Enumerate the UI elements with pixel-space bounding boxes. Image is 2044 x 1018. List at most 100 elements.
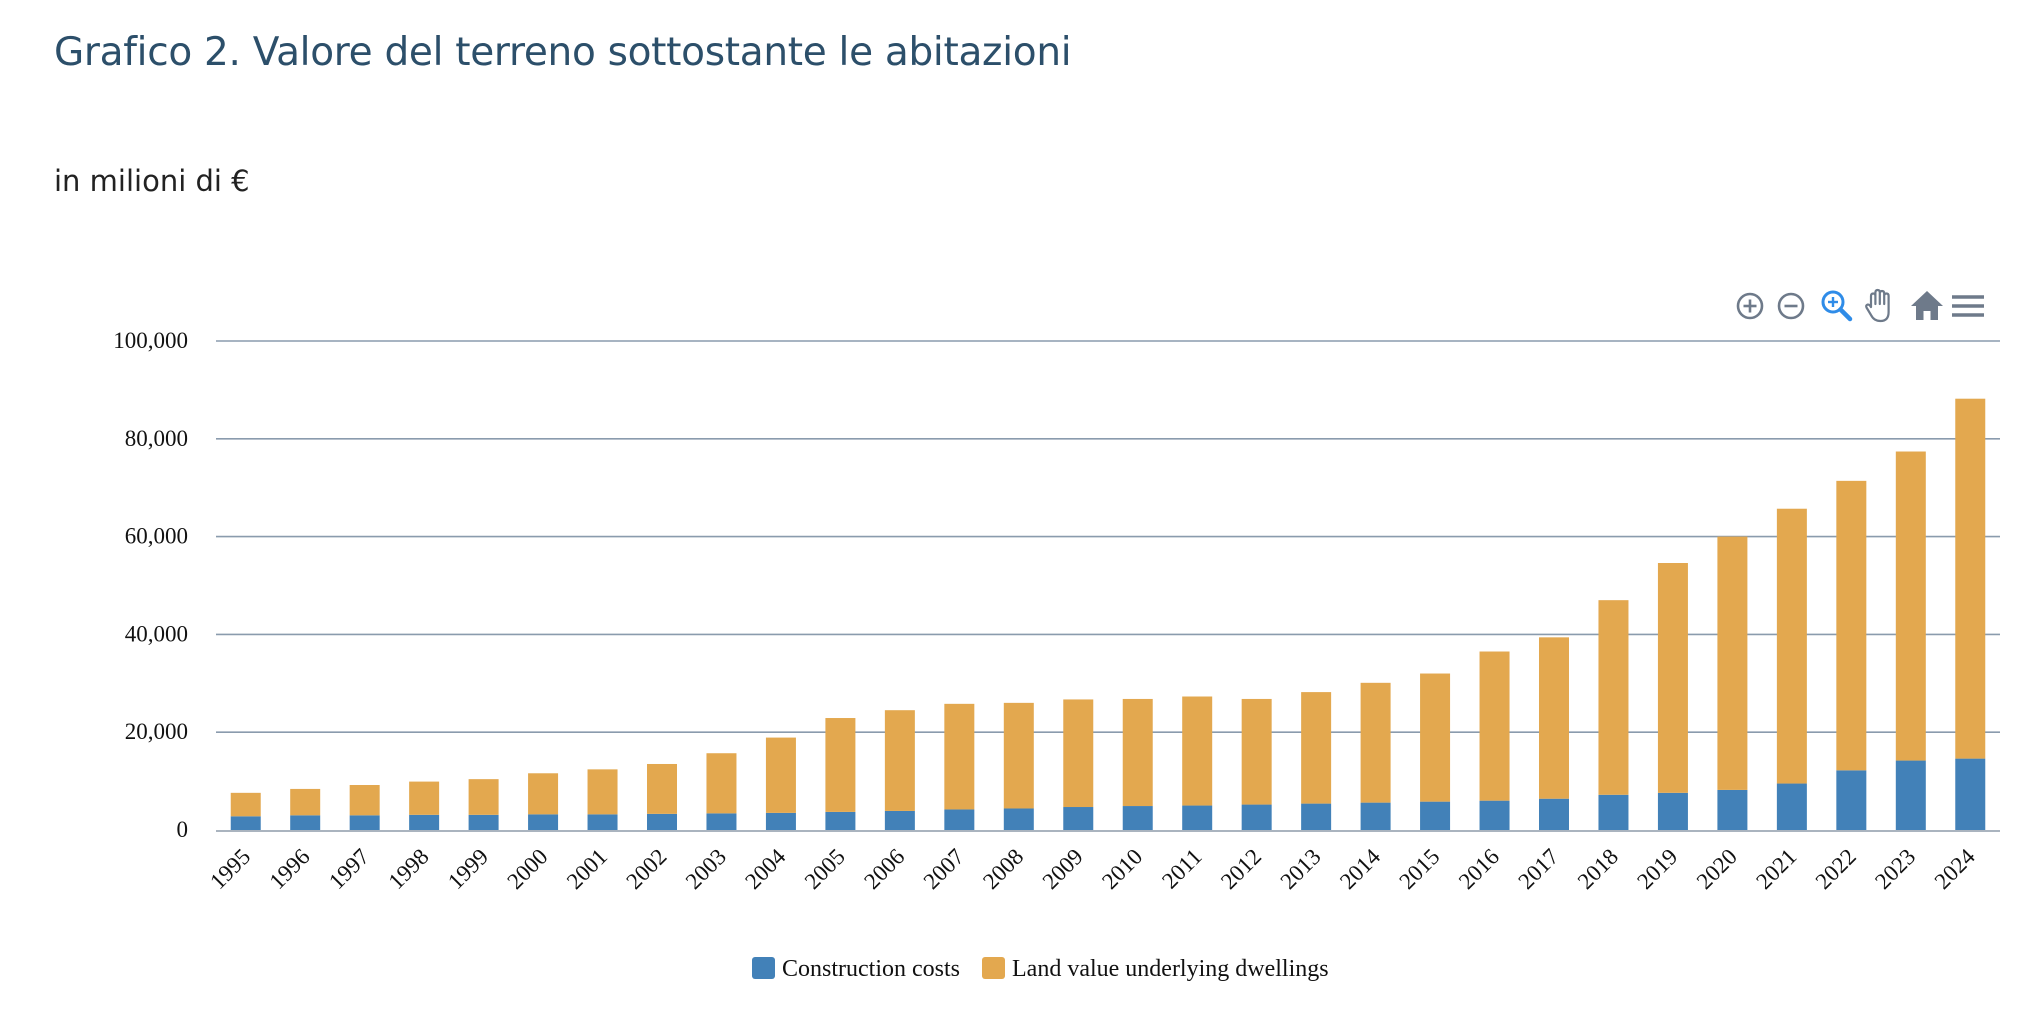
bar-land-value[interactable] [1836,480,1867,771]
bar-construction-costs[interactable] [944,809,975,830]
x-tick-label: 1995 [205,844,255,894]
chart-toolbar [1730,285,2000,327]
bar-construction-costs[interactable] [349,815,380,830]
menu-icon[interactable] [1948,285,1988,327]
bar-construction-costs[interactable] [1003,808,1034,830]
bar-land-value[interactable] [290,788,321,816]
legend: Construction costs Land value underlying … [752,956,1329,982]
bar-land-value[interactable] [230,792,261,817]
bar-land-value[interactable] [1895,451,1926,761]
bar-construction-costs[interactable] [647,813,677,830]
bar-land-value[interactable] [1360,682,1391,803]
bar-construction-costs[interactable] [1420,801,1451,830]
y-tick-label: 60,000 [125,524,188,549]
bar-construction-costs[interactable] [1063,807,1094,830]
x-tick-label: 2002 [621,844,671,894]
bar-land-value[interactable] [884,710,915,811]
y-tick-label: 40,000 [125,621,188,646]
legend-label: Construction costs [782,956,960,982]
x-tick-label: 2018 [1573,844,1623,894]
bar-construction-costs[interactable] [1479,800,1510,830]
grid-lines [216,340,2000,734]
bar-land-value[interactable] [1776,508,1807,784]
x-tick-label: 2012 [1216,844,1266,894]
bar-construction-costs[interactable] [468,814,499,830]
x-tick-label: 1996 [265,844,315,894]
bar-construction-costs[interactable] [825,811,856,830]
bar-land-value[interactable] [1182,696,1213,806]
bar-land-value[interactable] [1479,651,1510,801]
bar-land-value[interactable] [587,769,618,815]
bar-land-value[interactable] [765,737,796,813]
bar-construction-costs[interactable] [1836,770,1867,830]
y-tick-label: 80,000 [125,426,188,451]
bars [230,398,1986,830]
bar-construction-costs[interactable] [528,814,559,830]
y-tick-label: 0 [177,817,189,842]
bar-construction-costs[interactable] [765,812,796,830]
x-tick-label: 2016 [1454,844,1504,894]
x-tick-label: 2022 [1811,844,1861,894]
zoom-in-icon[interactable] [1730,285,1770,327]
bar-construction-costs[interactable] [587,814,618,830]
bar-land-value[interactable] [349,785,380,816]
bar-land-value[interactable] [944,703,975,810]
bar-construction-costs[interactable] [884,810,915,830]
bar-land-value[interactable] [468,779,499,815]
bar-construction-costs[interactable] [1776,783,1807,830]
x-axis-ticks: 1995 1996 1997 1998 1999 2000 2001 2002 2003 2004… [205,844,1980,895]
x-tick-label: 2011 [1157,844,1207,894]
bar-land-value[interactable] [1241,698,1272,805]
legend-item-construction-costs[interactable]: Construction costs [752,956,960,982]
bar-construction-costs[interactable] [1717,789,1748,830]
bar-construction-costs[interactable] [1122,806,1153,830]
page-title: Grafico 2. Valore del terreno sottostant… [54,30,1072,75]
bar-construction-costs[interactable] [1657,792,1688,830]
bar-construction-costs[interactable] [1955,758,1986,830]
bar-land-value[interactable] [1122,698,1153,807]
x-tick-label: 1999 [443,844,493,894]
home-reset-icon[interactable] [1907,285,1947,327]
bar-land-value[interactable] [528,773,559,815]
bar-construction-costs[interactable] [706,813,737,830]
bar-land-value[interactable] [1955,398,1986,759]
y-tick-label: 100,000 [113,328,188,353]
bar-land-value[interactable] [409,781,440,815]
pan-hand-icon[interactable] [1859,285,1899,327]
bar-land-value[interactable] [1301,692,1332,804]
x-tick-label: 2008 [978,844,1028,894]
bar-land-value[interactable] [1657,563,1688,793]
x-tick-label: 2019 [1632,844,1682,894]
bar-construction-costs[interactable] [1182,805,1213,830]
x-tick-label: 2024 [1930,844,1981,895]
bar-land-value[interactable] [1598,600,1629,795]
x-tick-label: 2023 [1870,844,1920,894]
legend-swatch [982,957,1005,979]
bar-construction-costs[interactable] [230,816,261,830]
bar-land-value[interactable] [1003,702,1034,809]
x-tick-label: 2009 [1038,844,1088,894]
zoom-out-icon[interactable] [1771,285,1811,327]
bar-land-value[interactable] [1539,637,1569,799]
bar-construction-costs[interactable] [1539,798,1569,830]
bar-land-value[interactable] [1717,536,1748,790]
bar-construction-costs[interactable] [1598,794,1629,830]
bar-construction-costs[interactable] [409,814,440,830]
bar-construction-costs[interactable] [1360,802,1391,830]
x-tick-label: 2001 [562,844,612,894]
bar-land-value[interactable] [825,718,856,812]
bar-land-value[interactable] [1063,699,1094,808]
selection-zoom-icon[interactable] [1816,285,1856,327]
page-subtitle: in milioni di € [54,164,250,198]
bar-construction-costs[interactable] [1895,760,1926,830]
bar-construction-costs[interactable] [1241,804,1272,830]
x-tick-label: 2014 [1335,844,1386,895]
bar-land-value[interactable] [647,763,677,814]
x-tick-label: 2006 [859,844,909,894]
bar-land-value[interactable] [1420,673,1451,802]
bar-construction-costs[interactable] [290,815,321,830]
bar-land-value[interactable] [706,753,737,814]
bar-construction-costs[interactable] [1301,803,1332,830]
legend-item-land-value[interactable]: Land value underlying dwellings [982,956,1329,982]
